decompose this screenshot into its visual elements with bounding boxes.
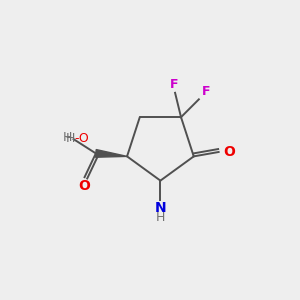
Text: H: H [65,132,75,145]
Text: F: F [202,85,210,98]
Text: H: H [63,131,72,144]
Text: -O: -O [75,132,89,145]
Text: H: H [156,211,165,224]
Text: F: F [170,78,178,91]
Text: –: – [58,131,72,144]
Text: O: O [78,179,90,193]
Text: N: N [154,200,166,214]
Polygon shape [95,150,127,157]
Text: O: O [223,145,235,159]
